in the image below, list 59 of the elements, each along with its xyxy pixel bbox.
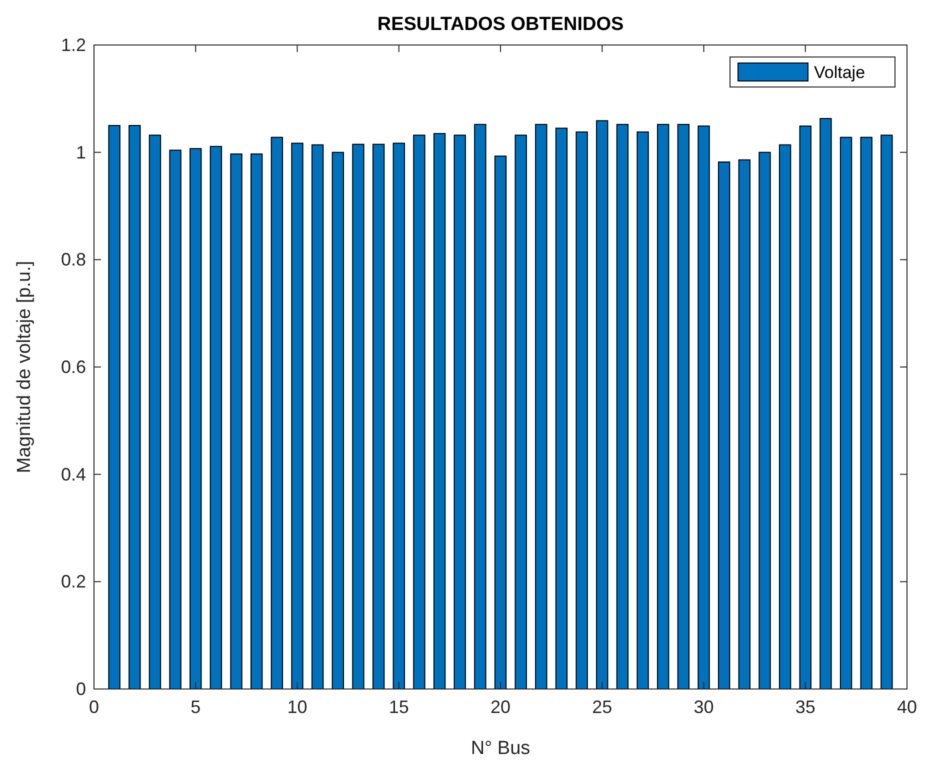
bar bbox=[332, 152, 344, 690]
x-axis-title: N° Bus bbox=[470, 738, 530, 759]
bar bbox=[636, 131, 649, 690]
y-tick-label: 0.6 bbox=[60, 357, 86, 377]
x-tick-label: 35 bbox=[795, 697, 816, 717]
x-tick-label: 20 bbox=[490, 697, 511, 717]
bar bbox=[738, 159, 750, 690]
bar bbox=[413, 134, 426, 690]
bar bbox=[474, 124, 486, 690]
bar bbox=[840, 136, 852, 690]
bar bbox=[250, 153, 263, 690]
bar bbox=[352, 144, 364, 690]
bar bbox=[291, 142, 304, 690]
bar bbox=[698, 126, 710, 690]
x-tick-label: 0 bbox=[88, 697, 100, 717]
bar bbox=[860, 136, 872, 690]
bar bbox=[392, 142, 405, 690]
x-tick-label: 15 bbox=[388, 697, 409, 717]
bar bbox=[657, 124, 670, 690]
bar bbox=[616, 124, 629, 690]
bar bbox=[128, 125, 141, 690]
bar bbox=[169, 150, 182, 690]
chart-title: RESULTADOS OBTENIDOS bbox=[377, 14, 624, 35]
bar bbox=[799, 126, 812, 690]
x-tick-label: 40 bbox=[896, 697, 918, 717]
bar bbox=[677, 124, 690, 690]
bar bbox=[190, 148, 202, 690]
x-tick-label: 10 bbox=[287, 697, 308, 717]
y-tick-label: 0.2 bbox=[60, 572, 86, 592]
bar bbox=[514, 134, 527, 690]
bar bbox=[535, 124, 548, 690]
bar bbox=[454, 134, 466, 690]
y-axis-title: Magnitud de voltaje [p.u.] bbox=[14, 260, 35, 474]
bar bbox=[758, 152, 771, 690]
bar bbox=[311, 144, 324, 690]
bar bbox=[148, 134, 162, 690]
bar bbox=[880, 134, 893, 690]
bar bbox=[718, 161, 730, 690]
legend-label: Voltaje bbox=[814, 63, 866, 82]
bar bbox=[270, 136, 284, 690]
y-tick-label: 0.4 bbox=[60, 464, 86, 484]
bar bbox=[576, 131, 588, 690]
y-tick-label: 1.2 bbox=[60, 35, 86, 55]
x-tick-label: 5 bbox=[190, 697, 201, 717]
bar bbox=[433, 133, 446, 690]
bar bbox=[210, 146, 222, 690]
y-tick-label: 0 bbox=[76, 679, 86, 699]
bar bbox=[230, 153, 242, 690]
bar bbox=[555, 128, 568, 690]
bar bbox=[108, 125, 120, 690]
bar bbox=[494, 156, 507, 690]
bar bbox=[778, 144, 792, 690]
y-tick-label: 0.8 bbox=[60, 250, 86, 270]
bar bbox=[372, 144, 385, 690]
bar bbox=[596, 120, 608, 690]
x-tick-label: 25 bbox=[592, 697, 612, 717]
x-tick-label: 30 bbox=[694, 697, 714, 717]
bar bbox=[820, 118, 832, 690]
y-tick-label: 1 bbox=[76, 142, 86, 162]
